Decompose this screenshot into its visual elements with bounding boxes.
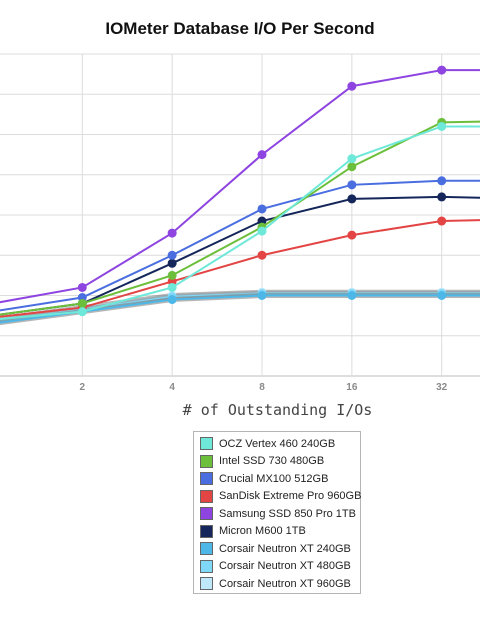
data-point[interactable] bbox=[257, 250, 267, 260]
series-1 bbox=[0, 117, 480, 316]
x-tick-labels: 2 4 8 16 32 bbox=[80, 382, 448, 393]
legend-label: Crucial MX100 512GB bbox=[219, 472, 329, 485]
data-point[interactable] bbox=[77, 299, 87, 309]
data-point[interactable] bbox=[347, 180, 357, 190]
data-point[interactable] bbox=[437, 176, 447, 186]
data-point[interactable] bbox=[167, 282, 177, 292]
legend-item[interactable]: Corsair Neutron XT 960GB bbox=[200, 575, 360, 593]
data-point[interactable] bbox=[257, 204, 267, 214]
chart-title: IOMeter Database I/O Per Second bbox=[105, 19, 375, 38]
legend-label: Corsair Neutron XT 960GB bbox=[219, 577, 351, 590]
legend-item[interactable]: Corsair Neutron XT 480GB bbox=[200, 558, 360, 576]
legend-label: Intel SSD 730 480GB bbox=[219, 455, 325, 468]
legend-swatch bbox=[200, 437, 213, 451]
data-point[interactable] bbox=[347, 162, 357, 172]
legend-swatch bbox=[200, 559, 213, 573]
legend-label: SanDisk Extreme Pro 960GB bbox=[219, 490, 362, 503]
data-point[interactable] bbox=[437, 121, 447, 131]
legend-swatch bbox=[200, 472, 213, 486]
legend-item[interactable]: SanDisk Extreme Pro 960GB bbox=[200, 488, 362, 506]
x-tick-label: 32 bbox=[436, 382, 448, 393]
legend-label: Samsung SSD 850 Pro 1TB bbox=[219, 507, 356, 520]
legend-label: OCZ Vertex 460 240GB bbox=[219, 437, 336, 450]
x-tick-label: 16 bbox=[346, 382, 358, 393]
data-point[interactable] bbox=[437, 65, 447, 75]
series-line bbox=[0, 120, 480, 316]
series-4 bbox=[0, 65, 480, 304]
legend-label: Micron M600 1TB bbox=[219, 525, 306, 538]
legend-swatch bbox=[200, 524, 213, 538]
data-point[interactable] bbox=[167, 250, 177, 260]
data-point[interactable] bbox=[257, 291, 267, 300]
data-point[interactable] bbox=[167, 228, 177, 238]
series-lines bbox=[0, 65, 480, 326]
legend-swatch bbox=[200, 507, 213, 521]
data-point[interactable] bbox=[167, 258, 177, 268]
legend-swatch bbox=[200, 454, 213, 468]
legend-item[interactable]: Corsair Neutron XT 240GB bbox=[200, 540, 360, 558]
legend-label: Corsair Neutron XT 480GB bbox=[219, 560, 351, 573]
legend-item[interactable]: OCZ Vertex 460 240GB bbox=[200, 435, 360, 453]
data-point[interactable] bbox=[347, 154, 357, 164]
data-point[interactable] bbox=[437, 291, 447, 300]
series-2 bbox=[0, 176, 480, 312]
data-point[interactable] bbox=[257, 226, 267, 236]
data-point[interactable] bbox=[257, 150, 267, 160]
x-tick-label: 8 bbox=[259, 382, 265, 393]
data-point[interactable] bbox=[347, 81, 357, 91]
legend-item[interactable]: Micron M600 1TB bbox=[200, 523, 360, 541]
data-point[interactable] bbox=[347, 194, 357, 204]
data-point[interactable] bbox=[437, 216, 447, 226]
data-point[interactable] bbox=[347, 291, 357, 300]
legend-label: Corsair Neutron XT 240GB bbox=[219, 542, 351, 555]
data-point[interactable] bbox=[167, 270, 177, 280]
series-line bbox=[0, 69, 480, 304]
data-point[interactable] bbox=[347, 230, 357, 240]
x-tick-label: 4 bbox=[169, 382, 175, 393]
legend-item[interactable]: Crucial MX100 512GB bbox=[200, 470, 360, 488]
data-point[interactable] bbox=[167, 295, 177, 305]
x-tick-label: 2 bbox=[80, 382, 86, 393]
series-0 bbox=[0, 121, 480, 320]
legend-item[interactable]: Intel SSD 730 480GB bbox=[200, 453, 360, 471]
legend: OCZ Vertex 460 240GB Intel SSD 730 480GB C… bbox=[193, 431, 361, 594]
series-line bbox=[0, 219, 480, 318]
data-point[interactable] bbox=[77, 282, 87, 292]
data-point[interactable] bbox=[437, 192, 447, 202]
legend-swatch bbox=[200, 542, 213, 556]
x-axis-label: # of Outstanding I/Os bbox=[182, 401, 373, 419]
legend-swatch bbox=[200, 489, 213, 503]
grid-lines bbox=[0, 53, 480, 377]
legend-swatch bbox=[200, 577, 213, 591]
data-point[interactable] bbox=[77, 307, 87, 317]
legend-item[interactable]: Samsung SSD 850 Pro 1TB bbox=[200, 505, 360, 523]
